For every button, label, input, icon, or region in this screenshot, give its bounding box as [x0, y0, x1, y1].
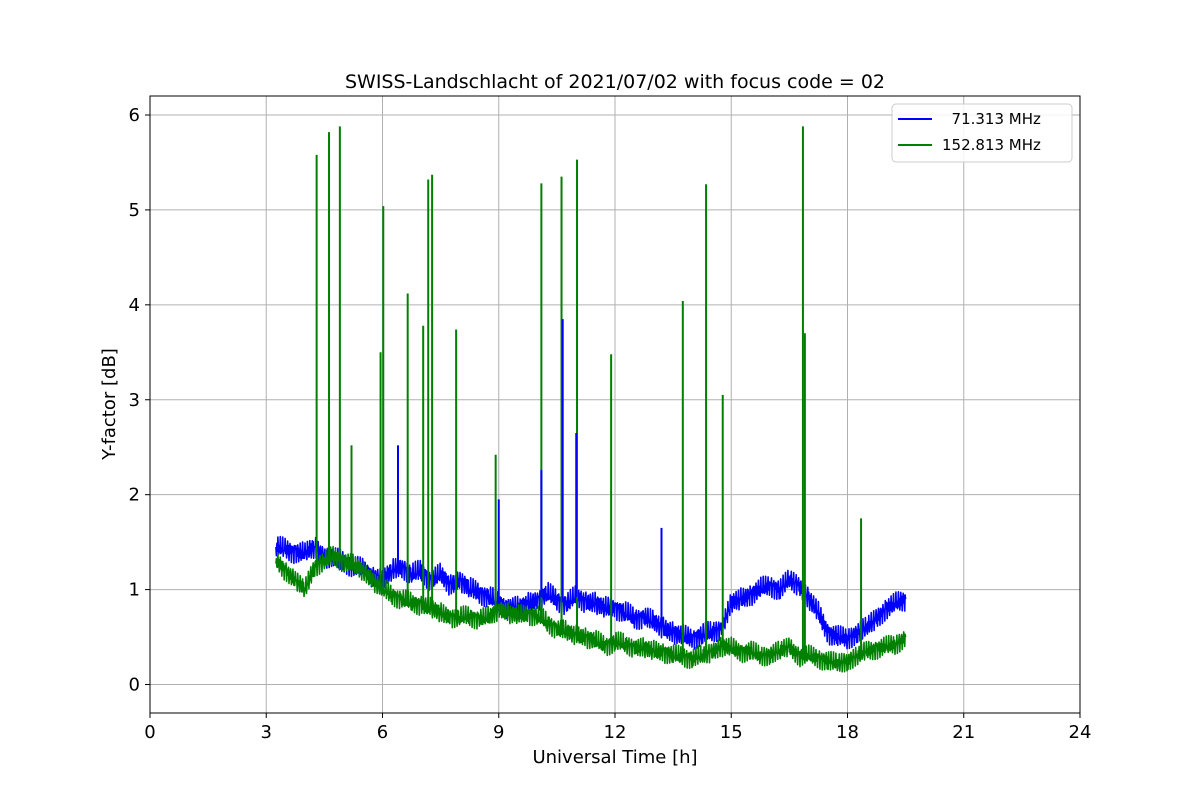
- x-tick-label: 21: [952, 722, 975, 743]
- y-tick-label: 1: [129, 580, 140, 601]
- x-tick-label: 15: [720, 722, 743, 743]
- legend-box: [891, 103, 1073, 163]
- y-tick-label: 3: [129, 390, 140, 411]
- x-tick-label: 9: [493, 722, 504, 743]
- x-axis-title: Universal Time [h]: [532, 747, 697, 768]
- legend: 71.313 MHz 152.813 MHz: [891, 103, 1073, 163]
- x-tick-label: 0: [144, 722, 155, 743]
- y-ticks: 0 1 2 3 4 5 6: [129, 105, 150, 696]
- x-tick-label: 3: [261, 722, 272, 743]
- x-ticks: 0 3 6 9 12 15 18 21 24: [144, 713, 1091, 743]
- legend-label-71mhz: 71.313 MHz: [942, 110, 1041, 128]
- x-tick-label: 18: [836, 722, 859, 743]
- x-tick-label: 12: [604, 722, 627, 743]
- x-tick-label: 24: [1069, 722, 1092, 743]
- y-tick-label: 0: [129, 675, 140, 696]
- y-tick-label: 6: [129, 105, 140, 126]
- x-tick-label: 6: [377, 722, 388, 743]
- y-tick-label: 2: [129, 485, 140, 506]
- legend-label-152mhz: 152.813 MHz: [942, 136, 1041, 154]
- y-tick-label: 4: [129, 295, 140, 316]
- series-layer: [275, 126, 907, 673]
- chart-title: SWISS-Landschlacht of 2021/07/02 with fo…: [345, 71, 885, 93]
- y-axis-title: Y-factor [dB]: [99, 348, 120, 461]
- y-tick-label: 5: [129, 200, 140, 221]
